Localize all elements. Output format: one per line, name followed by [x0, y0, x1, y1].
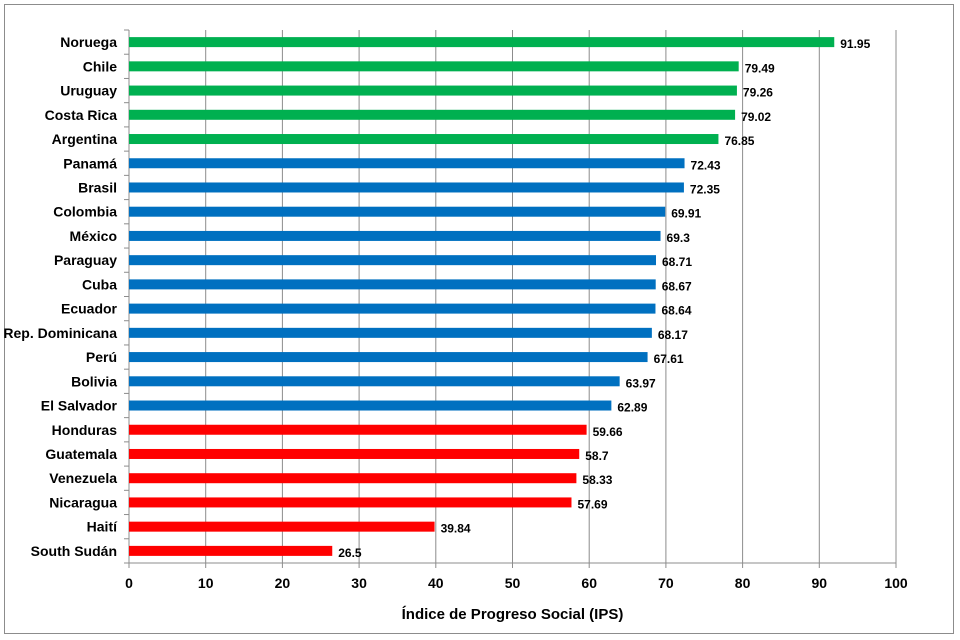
bar	[129, 109, 736, 120]
category-label: Noruega	[60, 34, 117, 50]
data-label: 72.43	[691, 158, 721, 172]
bar	[129, 61, 739, 72]
data-label: 59.66	[593, 425, 623, 439]
data-label: 69.91	[671, 207, 701, 221]
data-label: 79.49	[745, 61, 775, 75]
category-label: Colombia	[53, 204, 117, 220]
category-label: Argentina	[52, 131, 118, 147]
category-label: Guatemala	[45, 446, 117, 462]
category-label: El Salvador	[41, 398, 118, 414]
data-label: 67.61	[654, 352, 684, 366]
category-label: South Sudán	[31, 543, 117, 559]
category-label: Venezuela	[49, 470, 117, 486]
data-label: 57.69	[577, 497, 607, 511]
data-label: 76.85	[724, 134, 754, 148]
bar	[129, 279, 656, 290]
bar	[129, 327, 652, 338]
data-label: 39.84	[441, 522, 471, 536]
category-label: Paraguay	[54, 252, 117, 268]
category-label: Panamá	[63, 155, 117, 171]
bar	[129, 303, 656, 314]
x-tick-label: 30	[351, 575, 367, 591]
x-tick-label: 100	[884, 575, 908, 591]
x-tick-label: 60	[581, 575, 597, 591]
data-label: 68.17	[658, 328, 688, 342]
category-label: Rep. Dominicana	[3, 325, 117, 341]
category-label: Nicaragua	[49, 494, 117, 510]
bar	[129, 497, 572, 508]
x-tick-label: 70	[658, 575, 674, 591]
x-tick-label: 50	[505, 575, 521, 591]
bar	[129, 448, 580, 459]
bar	[129, 37, 835, 48]
category-label: Perú	[86, 349, 117, 365]
x-tick-label: 0	[125, 575, 133, 591]
x-tick-label: 10	[198, 575, 214, 591]
data-label: 63.97	[626, 376, 656, 390]
bar	[129, 230, 661, 241]
x-tick-label: 80	[735, 575, 751, 591]
data-label: 79.02	[741, 110, 771, 124]
data-label: 68.71	[662, 255, 692, 269]
bar	[129, 400, 612, 411]
category-label: Honduras	[52, 422, 118, 438]
bar	[129, 424, 587, 435]
bar	[129, 352, 648, 363]
x-tick-label: 40	[428, 575, 444, 591]
data-label: 58.7	[585, 449, 609, 463]
bar	[129, 521, 435, 532]
category-label: Chile	[83, 58, 117, 74]
data-label: 91.95	[840, 37, 870, 51]
category-label: Bolivia	[71, 373, 117, 389]
x-tick-label: 90	[812, 575, 828, 591]
bar	[129, 473, 577, 484]
category-label: Uruguay	[60, 83, 117, 99]
data-label: 68.64	[661, 304, 691, 318]
data-label: 79.26	[743, 86, 773, 100]
category-label: Costa Rica	[45, 107, 118, 123]
category-label: México	[70, 228, 117, 244]
bar	[129, 206, 666, 217]
data-label: 58.33	[582, 473, 612, 487]
x-axis-title: Índice de Progreso Social (IPS)	[402, 606, 624, 623]
category-label: Cuba	[82, 276, 117, 292]
bar	[129, 255, 657, 266]
category-label: Haití	[87, 519, 118, 535]
data-label: 62.89	[617, 401, 647, 415]
category-label: Brasil	[78, 179, 117, 195]
bar	[129, 134, 719, 145]
bar	[129, 376, 620, 387]
bar	[129, 85, 737, 96]
data-label: 26.5	[338, 546, 362, 560]
category-label: Ecuador	[61, 301, 118, 317]
data-label: 72.35	[690, 182, 720, 196]
x-tick-label: 20	[275, 575, 291, 591]
bar	[129, 545, 333, 556]
data-label: 68.67	[662, 279, 692, 293]
bar	[129, 158, 685, 169]
bar	[129, 182, 684, 193]
data-label: 69.3	[667, 231, 691, 245]
